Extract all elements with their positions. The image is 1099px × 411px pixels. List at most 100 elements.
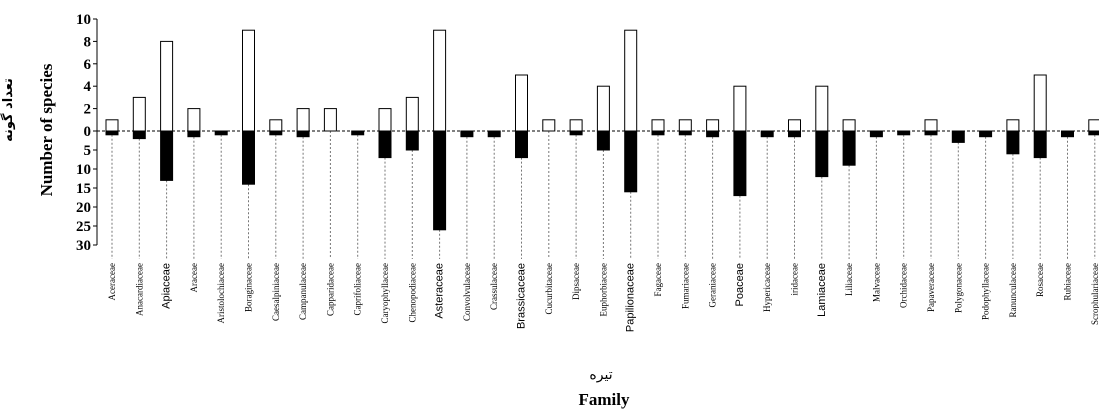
bar-bottom [487, 130, 501, 138]
category-label: Hypericaceae [762, 263, 772, 312]
bar-top [624, 29, 638, 132]
category-label: Araceae [189, 263, 199, 292]
bar-bottom [460, 130, 474, 138]
bar-top [242, 29, 255, 132]
category-label: Rosaceae [1035, 263, 1045, 297]
category-label: Asteraceae [434, 263, 446, 319]
category-label: Caryophyllaceae [380, 263, 390, 323]
bar-top [515, 74, 528, 132]
bar-bottom [569, 130, 583, 136]
bar-top [405, 96, 419, 132]
bar-bottom [378, 130, 392, 159]
bar-top [187, 108, 201, 132]
bar-top [105, 119, 119, 132]
bar-bottom [924, 130, 938, 136]
category-label: Caesalpiniaceae [271, 263, 281, 321]
bar-bottom [433, 130, 447, 231]
category-label: Malvaceae [871, 263, 881, 302]
bar-bottom [105, 130, 119, 136]
bar-top [160, 40, 174, 132]
bar-bottom [242, 130, 255, 185]
category-label: Ranunculaceae [1008, 263, 1018, 317]
bar-top [788, 119, 801, 132]
bar-bottom [951, 130, 965, 143]
category-label: Aceraceae [107, 263, 117, 300]
bar-top [924, 119, 938, 132]
category-label: Lamiaceae [816, 263, 828, 317]
bar-top [678, 119, 692, 132]
category-label: Papilionaceae [625, 263, 637, 332]
bars [105, 29, 1099, 231]
bar-bottom [842, 130, 856, 166]
category-label: Podophyllaceae [981, 263, 991, 320]
bar-bottom [1088, 130, 1099, 136]
bar-top [1088, 119, 1099, 132]
x-axis-title: Family [579, 390, 630, 409]
category-label: Apiaceae [161, 263, 173, 309]
bar-top [323, 108, 337, 132]
bar-top [733, 85, 747, 132]
bar-bottom [733, 130, 747, 197]
bar-bottom [897, 130, 911, 136]
category-label: Aristolochiaceae [216, 263, 226, 323]
category-label: Convolvulaceae [462, 263, 472, 321]
category-label: Geraniaceae [708, 263, 718, 307]
bar-top [596, 85, 610, 132]
bar-bottom [678, 130, 692, 136]
bar-top [651, 119, 665, 132]
bar-bottom [160, 130, 174, 181]
bar-bottom [269, 130, 283, 136]
category-label: Brassicaceae [516, 263, 528, 329]
bar-bottom [788, 130, 801, 138]
bar-bottom [651, 130, 665, 136]
y-tick-label: 2 [84, 102, 92, 118]
category-label: Scrophulariaceae [1090, 263, 1099, 325]
drop-lines [111, 131, 1096, 259]
y-tick-label: 10 [76, 162, 91, 178]
bar-bottom [515, 130, 528, 159]
bar-top [542, 119, 556, 132]
bar-bottom [1006, 130, 1020, 155]
category-label: Euphorbiaceae [598, 263, 608, 316]
bar-bottom [296, 130, 310, 138]
bar-top [1006, 119, 1020, 132]
category-label: Dipsaceae [571, 263, 581, 300]
bar-bottom [187, 130, 201, 138]
category-label: Poaceae [734, 263, 746, 306]
category-label: Rubiaceae [1063, 263, 1073, 300]
bar-top [842, 119, 856, 132]
bar-bottom [351, 130, 365, 136]
bar-bottom [979, 130, 993, 138]
category-label: Anacardiaceae [134, 263, 144, 316]
y-tick-label: 20 [76, 200, 91, 216]
y-tick-label: 25 [76, 219, 91, 235]
bar-top [706, 119, 720, 132]
y-tick-label: 30 [76, 238, 91, 254]
category-label: Papaveraceae [926, 263, 936, 312]
y-axis-ticks-top: 10 8 6 4 2 0 [76, 12, 97, 140]
bar-top [378, 108, 392, 132]
category-label: Fumariaceae [680, 263, 690, 309]
bar-bottom [214, 130, 228, 136]
y-tick-label: 0 [84, 124, 92, 140]
category-label: Crassulaceae [489, 263, 499, 310]
y-axis-ticks-bottom: 5 10 15 20 25 30 [76, 143, 97, 254]
category-labels: Aceraceae Anacardiaceae Apiaceae Araceae Ari… [107, 263, 1099, 332]
bar-top [132, 96, 146, 132]
y-tick-label: 8 [84, 34, 92, 50]
bar-bottom [1033, 130, 1047, 159]
bar-bottom [624, 130, 638, 193]
bar-top [1033, 74, 1047, 132]
bar-bottom [405, 130, 419, 151]
bar-bottom [760, 130, 774, 138]
bar-top [296, 108, 310, 132]
category-label: Capparidaceae [325, 263, 335, 316]
bar-bottom [869, 130, 883, 138]
bar-top [815, 85, 829, 132]
category-label: iridaceae [790, 263, 800, 295]
y-tick-label: 4 [84, 79, 92, 95]
category-label: Fagaceae [653, 263, 663, 296]
bar-top [433, 29, 447, 132]
category-label: Caprifoliaceae [353, 263, 363, 315]
y-tick-label: 6 [84, 57, 92, 73]
